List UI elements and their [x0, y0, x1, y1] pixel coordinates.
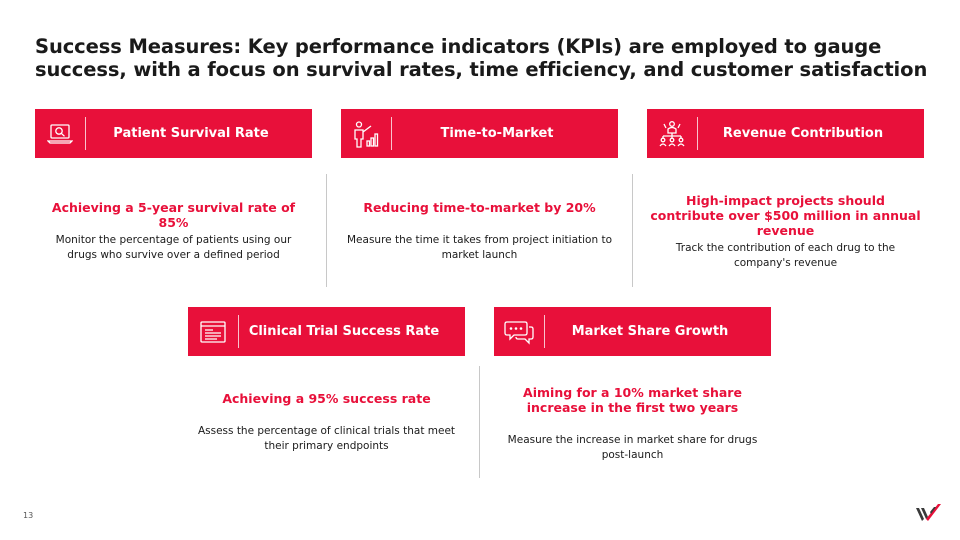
- kpi-header-label: Clinical Trial Success Rate: [248, 324, 440, 339]
- kpi-header-label: Time-to-Market: [440, 126, 554, 141]
- kpi-header-market-share: Market Share Growth: [494, 307, 771, 356]
- presenter-chart-icon: [341, 109, 391, 158]
- kpi-header-patient-survival: Patient Survival Rate: [35, 109, 312, 158]
- kpi-header-revenue: Revenue Contribution: [647, 109, 924, 158]
- kpi-description: Track the contribution of each drug to t…: [675, 242, 896, 269]
- kpi-header-label: Market Share Growth: [571, 324, 729, 339]
- header-divider: [85, 117, 86, 150]
- header-divider: [391, 117, 392, 150]
- page-title: Success Measures: Key performance indica…: [35, 35, 928, 81]
- kpi-header-time-to-market: Time-to-Market: [341, 109, 618, 158]
- document-icon: [188, 307, 238, 356]
- org-structure-icon: [647, 109, 697, 158]
- kpi-header-clinical-trial: Clinical Trial Success Rate: [188, 307, 465, 356]
- kpi-headline: Achieving a 5-year survival rate of 85%: [51, 200, 296, 230]
- kpi-description: Assess the percentage of clinical trials…: [197, 425, 456, 452]
- kpi-headline: Achieving a 95% success rate: [222, 391, 431, 406]
- kpi-header-label: Revenue Contribution: [722, 126, 884, 141]
- brand-logo-icon: [916, 502, 942, 522]
- header-divider: [238, 315, 239, 348]
- kpi-headline: Aiming for a 10% market share increase i…: [523, 385, 742, 415]
- chat-bubbles-icon: [494, 307, 544, 356]
- column-divider: [326, 174, 327, 287]
- laptop-search-icon: [35, 109, 85, 158]
- column-divider: [479, 366, 480, 478]
- kpi-header-label: Patient Survival Rate: [113, 126, 269, 141]
- header-divider: [697, 117, 698, 150]
- header-divider: [544, 315, 545, 348]
- kpi-description: Monitor the percentage of patients using…: [55, 234, 292, 261]
- page-number: 13: [23, 511, 34, 520]
- kpi-description: Measure the increase in market share for…: [507, 434, 758, 461]
- kpi-headline: Reducing time-to-market by 20%: [363, 200, 596, 215]
- column-divider: [632, 174, 633, 287]
- kpi-description: Measure the time it takes from project i…: [347, 234, 612, 261]
- kpi-headline: High-impact projects should contribute o…: [650, 193, 921, 238]
